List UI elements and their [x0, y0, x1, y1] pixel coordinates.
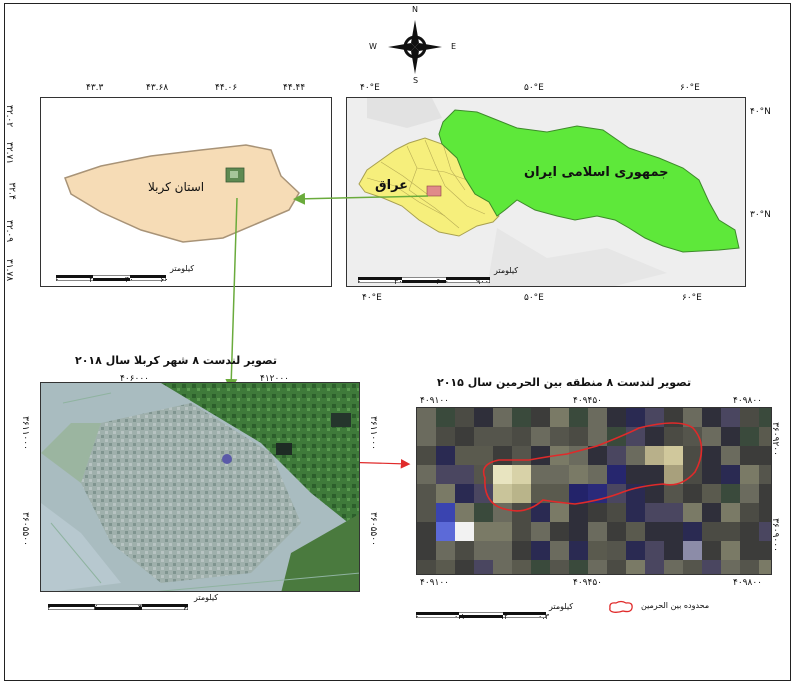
region-right-tick-2: ۳۰°N: [750, 210, 771, 220]
region-scale-unit: کیلومتر: [494, 266, 519, 275]
city-scale-tick-3: ۴: [138, 603, 143, 612]
region-top-tick-3: ۶۰°E: [680, 83, 700, 93]
karbala-scale-tick-2: ۲۰: [89, 275, 98, 284]
region-bottom-tick-1: ۴۰°E: [362, 293, 382, 303]
city-right-tick-2: ۳۶۰۵۵۰۰: [367, 512, 378, 546]
scale-bar-graphic: [415, 611, 547, 619]
region-scale-tick-4: ۹۰۰: [476, 277, 489, 286]
city-left-tick-1: ۳۶۱۱۰۰۰: [19, 416, 30, 450]
karbala-top-tick-2: ۴۳.۶۸: [146, 83, 169, 93]
karbala-top-tick-4: ۴۴.۴۴: [283, 83, 306, 93]
compass-s: S: [413, 76, 419, 85]
city-scale-tick-1: ۰: [47, 603, 52, 612]
karbala-scale-unit: کیلومتر: [170, 264, 195, 273]
figure-frame: [4, 3, 791, 681]
haram-top-tick-2: ۴۰۹۴۵۰: [573, 396, 603, 406]
haram-scale-tick-2: ۰.۱: [454, 612, 466, 621]
north-arrow: [380, 12, 450, 82]
compass-w: W: [369, 42, 377, 51]
region-bottom-tick-2: ۵۰°E: [524, 293, 544, 303]
haram-top-tick-1: ۴۰۹۱۰۰: [420, 396, 450, 406]
haram-scale-tick-1: ۰: [415, 612, 420, 621]
haram-bottom-tick-3: ۴۰۹۸۰۰: [733, 578, 763, 588]
karbala-top-tick-1: ۴۳.۳: [86, 83, 104, 93]
city-scale-tick-4: ۶: [183, 603, 188, 612]
region-map: [346, 97, 746, 287]
city-scale-unit: کیلومتر: [194, 593, 219, 602]
karbala-scale-tick-4: ۶۰: [160, 275, 169, 284]
karbala-top-tick-3: ۴۴.۰۶: [215, 83, 238, 93]
boundary-legend-icon: [609, 600, 633, 613]
region-top-tick-1: ۴۰°E: [360, 83, 380, 93]
city-panel-title: تصویر لندست ۸ شهر کربلا سال ۲۰۱۸: [75, 354, 277, 367]
karbala-scale-tick-1: ۰: [55, 275, 60, 284]
region-map-shapes: [347, 98, 745, 286]
arrow-karbala-to-city: [225, 197, 238, 391]
region-bottom-tick-3: ۶۰°E: [682, 293, 702, 303]
region-scale-tick-3: ۶۰۰: [436, 277, 449, 286]
city-top-tick-1: ۴۰۶۰۰۰: [120, 374, 150, 384]
region-scale-tick-2: ۳۰۰: [394, 277, 407, 286]
city-scale-bar: [47, 595, 189, 611]
haram-pixel-mosaic: [417, 408, 771, 574]
city-left-tick-2: ۳۶۰۵۵۰۰: [19, 512, 30, 546]
compass-e: E: [451, 42, 457, 51]
iraq-label: عراق: [375, 178, 409, 193]
compass-rose-icon: [388, 20, 442, 74]
city-scale-tick-2: ۲: [93, 603, 98, 612]
city-satellite-render: [41, 383, 359, 591]
arrow-iraq-to-karbala: [293, 192, 429, 205]
haram-landsat-image: [416, 407, 772, 575]
region-scale-tick-1: ۰: [357, 277, 362, 286]
region-top-tick-2: ۵۰°E: [524, 83, 544, 93]
scale-bar-graphic: [47, 603, 189, 611]
haram-bottom-tick-1: ۴۰۹۱۰۰: [420, 578, 450, 588]
haram-scale-tick-3: ۰.۲: [497, 612, 509, 621]
haram-panel-title: تصویر لندست ۸ منطقه بین الحرمین سال ۲۰۱۵: [437, 376, 692, 389]
region-right-tick-1: ۴۰°N: [750, 107, 771, 117]
karbala-scale-tick-3: ۴۰: [125, 275, 134, 284]
haram-scale-bar: [415, 603, 547, 619]
haram-top-tick-3: ۴۰۹۸۰۰: [733, 396, 763, 406]
karbala-province-shape: [64, 144, 300, 243]
iran-label: جمهوری اسلامی ایران: [524, 165, 669, 180]
haram-legend-label: محدوده بین الحرمین: [641, 601, 710, 610]
haram-legend-symbol: [607, 599, 635, 613]
compass-n: N: [412, 5, 418, 14]
haram-bottom-tick-2: ۴۰۹۴۵۰: [573, 578, 603, 588]
city-landsat-image: [40, 382, 360, 592]
karbala-province-label: استان کربلا: [148, 180, 205, 194]
haram-scale-unit: کیلومتر: [549, 602, 574, 611]
city-top-tick-2: ۴۱۲۰۰۰: [260, 374, 290, 384]
city-right-tick-1: ۳۶۱۱۰۰۰: [367, 416, 378, 450]
haram-boundary: [482, 422, 703, 512]
haram-scale-tick-4: ۰.۳: [538, 612, 550, 621]
karbala-province-map: [40, 97, 332, 287]
